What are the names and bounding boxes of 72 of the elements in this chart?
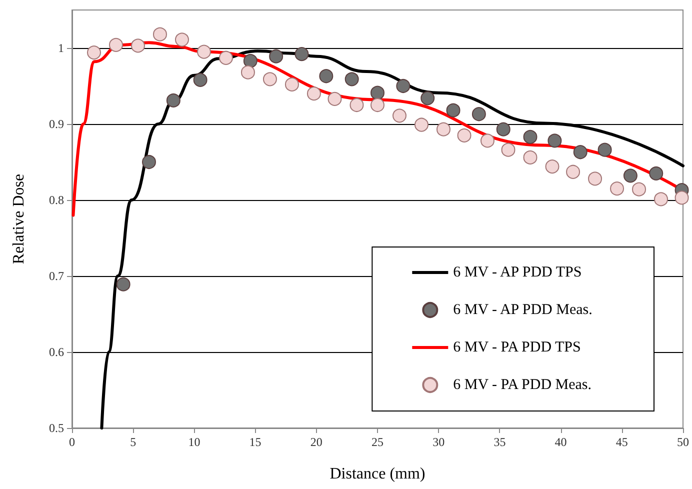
- point: [294, 47, 309, 62]
- point: [457, 128, 472, 142]
- x-tick-label: 10: [188, 435, 200, 449]
- point: [370, 86, 384, 100]
- point: [152, 27, 167, 42]
- y-tick-label: 0.7: [49, 269, 64, 283]
- x-tick-label: 15: [249, 435, 262, 449]
- x-tick-label: 50: [677, 435, 689, 449]
- point: [623, 168, 638, 183]
- point: [193, 72, 208, 87]
- point: [472, 107, 486, 122]
- point: [306, 86, 321, 101]
- point: [218, 50, 233, 65]
- point: [632, 182, 646, 196]
- point: [501, 142, 516, 157]
- point: [370, 98, 384, 112]
- point: [396, 79, 410, 93]
- point: [545, 160, 560, 174]
- point: [109, 38, 123, 52]
- point: [166, 93, 180, 108]
- point: [262, 72, 277, 86]
- x-tick-label: 25: [372, 435, 384, 449]
- point: [350, 98, 364, 112]
- y-tick-label: 0.5: [49, 421, 64, 435]
- point: [446, 103, 460, 118]
- point: [496, 122, 510, 136]
- point: [573, 145, 588, 160]
- point: [328, 92, 342, 106]
- point: [654, 192, 668, 206]
- x-tick-label: 40: [554, 435, 567, 449]
- y-tick-label: 0.9: [49, 117, 64, 131]
- x-tick-label: 30: [432, 435, 445, 449]
- x-tick-label: 0: [69, 435, 75, 449]
- point: [674, 190, 689, 205]
- point: [196, 44, 211, 59]
- point: [649, 166, 664, 180]
- x-tick-label: 35: [494, 435, 506, 449]
- point: [588, 172, 602, 186]
- point: [548, 134, 562, 148]
- point: [87, 46, 101, 60]
- y-tick-label: 0.8: [49, 193, 64, 207]
- point: [142, 155, 156, 169]
- y-tick-label: 1: [58, 41, 64, 55]
- point: [240, 65, 255, 80]
- point: [436, 122, 450, 136]
- legend-label: 6 MV - PA PDD TPS: [453, 340, 581, 356]
- y-tick-label: 0.6: [49, 345, 64, 359]
- point: [480, 134, 494, 148]
- point: [344, 72, 359, 86]
- x-axis-title: Distance (mm): [330, 466, 426, 482]
- point: [566, 164, 580, 179]
- point: [523, 150, 538, 164]
- point: [116, 277, 130, 292]
- legend-label: 6 MV - PA PDD Meas.: [453, 377, 592, 393]
- point: [131, 38, 145, 53]
- point: [598, 142, 612, 157]
- point: [420, 91, 435, 106]
- point: [610, 182, 624, 196]
- x-tick-label: 20: [310, 435, 322, 449]
- y-axis-title: Relative Dose: [10, 174, 28, 264]
- legend-label: 6 MV - AP PDD Meas.: [453, 302, 592, 318]
- point: [523, 130, 538, 144]
- point: [243, 54, 258, 68]
- legend-label: 6 MV - AP PDD TPS: [453, 264, 582, 280]
- point: [174, 32, 189, 47]
- x-tick-label: 5: [130, 435, 136, 449]
- point: [414, 118, 428, 132]
- point: [269, 49, 284, 64]
- x-tick-label: 45: [616, 435, 628, 449]
- point: [392, 108, 406, 123]
- point: [319, 69, 334, 84]
- point: [284, 77, 299, 92]
